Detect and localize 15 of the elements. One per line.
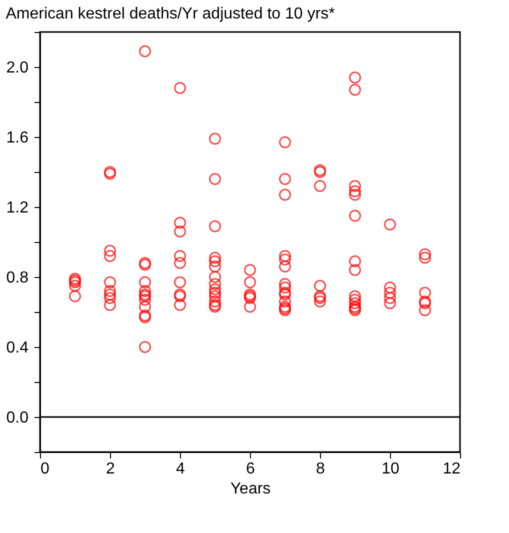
- x-axis-title: Years: [230, 480, 271, 498]
- x-tick-label: 2: [106, 460, 116, 478]
- x-tick-label: 10: [382, 460, 400, 478]
- y-tick-label: 0.4: [6, 340, 29, 356]
- chart-title: American kestrel deaths/Yr adjusted to 10 yrs*: [6, 6, 335, 22]
- x-tick-label: 12: [442, 460, 461, 478]
- x-tick-label: 0: [40, 460, 50, 478]
- y-tick-label: 1.6: [6, 130, 29, 146]
- text: 0.0: [6, 410, 28, 426]
- y-tick-label: 0.8: [6, 270, 29, 286]
- x-tick-label: 8: [316, 460, 326, 478]
- y-tick-label: 1.2: [6, 200, 29, 216]
- x-tick-label: 4: [176, 460, 186, 478]
- text: 2.0: [6, 60, 28, 76]
- x-tick-label: 6: [246, 460, 256, 478]
